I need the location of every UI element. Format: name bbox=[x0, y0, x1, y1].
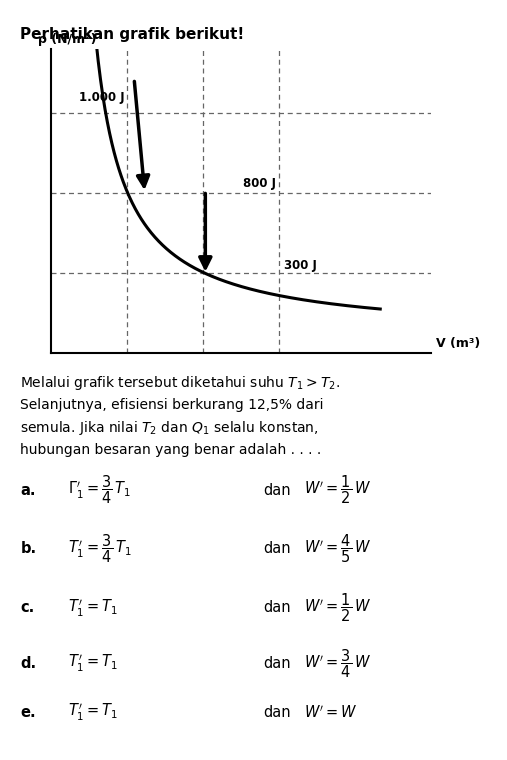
Text: $W' = \dfrac{1}{2}\,W$: $W' = \dfrac{1}{2}\,W$ bbox=[304, 474, 372, 506]
Text: d.: d. bbox=[20, 656, 37, 671]
Text: $W' = \dfrac{1}{2}\,W$: $W' = \dfrac{1}{2}\,W$ bbox=[304, 592, 372, 624]
Text: $\mathit{\Gamma}_1' = \dfrac{3}{4}\,T_1$: $\mathit{\Gamma}_1' = \dfrac{3}{4}\,T_1$ bbox=[68, 474, 132, 506]
Text: dan: dan bbox=[264, 541, 291, 556]
Text: a.: a. bbox=[20, 483, 36, 498]
Text: 800 J: 800 J bbox=[243, 177, 276, 190]
Text: V (m³): V (m³) bbox=[436, 337, 480, 350]
Text: b.: b. bbox=[20, 541, 37, 556]
Text: $T_1' = \dfrac{3}{4}\,T_1$: $T_1' = \dfrac{3}{4}\,T_1$ bbox=[68, 533, 132, 565]
Text: $T_1' = T_1$: $T_1' = T_1$ bbox=[68, 702, 119, 724]
Text: c.: c. bbox=[20, 600, 34, 616]
Text: $T_1' = T_1$: $T_1' = T_1$ bbox=[68, 653, 119, 674]
Text: dan: dan bbox=[264, 600, 291, 616]
Text: $W' = \dfrac{4}{5}\,W$: $W' = \dfrac{4}{5}\,W$ bbox=[304, 533, 372, 565]
Text: Perhatikan grafik berikut!: Perhatikan grafik berikut! bbox=[20, 27, 244, 42]
Text: 1.000 J: 1.000 J bbox=[79, 91, 124, 104]
Text: dan: dan bbox=[264, 705, 291, 720]
Text: $T_1' = T_1$: $T_1' = T_1$ bbox=[68, 597, 119, 619]
Text: ρ (N/m²): ρ (N/m²) bbox=[38, 33, 96, 46]
Text: e.: e. bbox=[20, 705, 36, 720]
Text: dan: dan bbox=[264, 656, 291, 671]
Text: dan: dan bbox=[264, 483, 291, 498]
Text: $W' = \dfrac{3}{4}\,W$: $W' = \dfrac{3}{4}\,W$ bbox=[304, 648, 372, 679]
Text: Melalui grafik tersebut diketahui suhu $T_1 > T_2$.
Selanjutnya, efisiensi berku: Melalui grafik tersebut diketahui suhu $… bbox=[20, 374, 340, 458]
Text: 300 J: 300 J bbox=[284, 259, 317, 272]
Text: $W' = W$: $W' = W$ bbox=[304, 705, 358, 721]
